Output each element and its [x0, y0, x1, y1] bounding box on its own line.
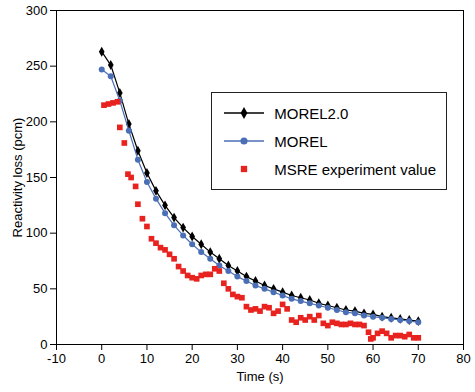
- svg-text:0: 0: [40, 337, 47, 352]
- svg-text:70: 70: [411, 351, 425, 366]
- svg-text:80: 80: [456, 351, 470, 366]
- svg-text:Reactivity loss (pcm): Reactivity loss (pcm): [10, 118, 25, 238]
- svg-text:-10: -10: [47, 351, 66, 366]
- svg-text:60: 60: [366, 351, 380, 366]
- html-text:MOREL: MOREL: [274, 132, 328, 150]
- svg-text:40: 40: [275, 351, 289, 366]
- svg-text:250: 250: [26, 58, 48, 73]
- svg-text:300: 300: [26, 3, 48, 18]
- svg-text:150: 150: [26, 170, 48, 185]
- svg-text:50: 50: [33, 281, 47, 296]
- svg-text:0: 0: [98, 351, 105, 366]
- html-text:MOREL2.0: MOREL2.0: [274, 104, 349, 122]
- svg-text:50: 50: [321, 351, 335, 366]
- svg-text:100: 100: [26, 225, 48, 240]
- svg-text:10: 10: [140, 351, 154, 366]
- svg-text:20: 20: [185, 351, 199, 366]
- svg-text:200: 200: [26, 114, 48, 129]
- html-text:MSRE experiment value: MSRE experiment value: [274, 160, 436, 178]
- svg-text:Time (s): Time (s): [236, 369, 283, 384]
- svg-text:30: 30: [230, 351, 244, 366]
